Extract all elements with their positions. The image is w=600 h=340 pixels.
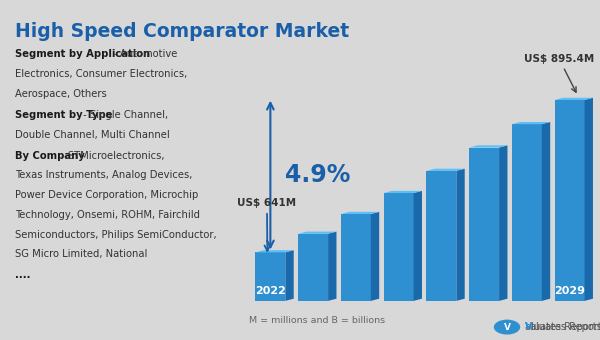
Text: Texas Instruments, Analog Devices,: Texas Instruments, Analog Devices, [15, 170, 193, 180]
Text: 2022: 2022 [255, 286, 286, 296]
Polygon shape [427, 171, 457, 301]
Polygon shape [371, 212, 379, 301]
Polygon shape [383, 191, 422, 193]
Text: 2029: 2029 [554, 286, 585, 296]
Text: V: V [503, 323, 511, 332]
Text: SG Micro Limited, National: SG Micro Limited, National [15, 249, 148, 259]
Text: Semiconductors, Philips SemiConductor,: Semiconductors, Philips SemiConductor, [15, 230, 217, 239]
Polygon shape [328, 232, 337, 301]
Polygon shape [298, 234, 328, 301]
Text: - STMicroelectronics,: - STMicroelectronics, [58, 151, 164, 160]
Polygon shape [512, 124, 542, 301]
Polygon shape [554, 98, 593, 100]
Text: V: V [525, 322, 533, 332]
Text: Electronics, Consumer Electronics,: Electronics, Consumer Electronics, [15, 69, 187, 79]
Text: V: V [525, 322, 533, 332]
Text: aluates Reports®: aluates Reports® [525, 322, 600, 332]
Polygon shape [341, 214, 371, 301]
Polygon shape [341, 212, 379, 214]
Polygon shape [554, 100, 584, 301]
Text: Double Channel, Multi Channel: Double Channel, Multi Channel [15, 130, 170, 139]
Circle shape [494, 320, 520, 335]
Polygon shape [584, 98, 593, 301]
Polygon shape [413, 191, 422, 301]
Text: By Company: By Company [15, 151, 85, 160]
Text: - Automotive: - Automotive [110, 49, 177, 59]
Text: Segment by Application: Segment by Application [15, 49, 150, 59]
Polygon shape [256, 250, 294, 252]
Text: Technology, Onsemi, ROHM, Fairchild: Technology, Onsemi, ROHM, Fairchild [15, 210, 200, 220]
Text: M = millions and B = billions: M = millions and B = billions [249, 316, 385, 325]
Polygon shape [542, 122, 550, 301]
Text: High Speed Comparator Market: High Speed Comparator Market [15, 22, 349, 41]
Text: Power Device Corporation, Microchip: Power Device Corporation, Microchip [15, 190, 198, 200]
Polygon shape [469, 148, 499, 301]
Polygon shape [383, 193, 413, 301]
Text: Segment by Type: Segment by Type [15, 110, 113, 120]
Text: US$ 895.4M: US$ 895.4M [524, 54, 594, 92]
Text: 4.9%: 4.9% [286, 163, 351, 187]
Text: - Single Channel,: - Single Channel, [79, 110, 167, 120]
Polygon shape [457, 169, 465, 301]
Polygon shape [427, 169, 465, 171]
Text: aluates Reports®: aluates Reports® [530, 322, 600, 332]
Polygon shape [298, 232, 337, 234]
Polygon shape [469, 145, 508, 148]
Polygon shape [512, 122, 550, 124]
Polygon shape [499, 145, 508, 301]
Text: Aerospace, Others: Aerospace, Others [15, 89, 107, 99]
Polygon shape [256, 252, 286, 301]
Text: ....: .... [15, 270, 31, 280]
Polygon shape [286, 250, 294, 301]
Text: US$ 641M: US$ 641M [238, 198, 296, 251]
